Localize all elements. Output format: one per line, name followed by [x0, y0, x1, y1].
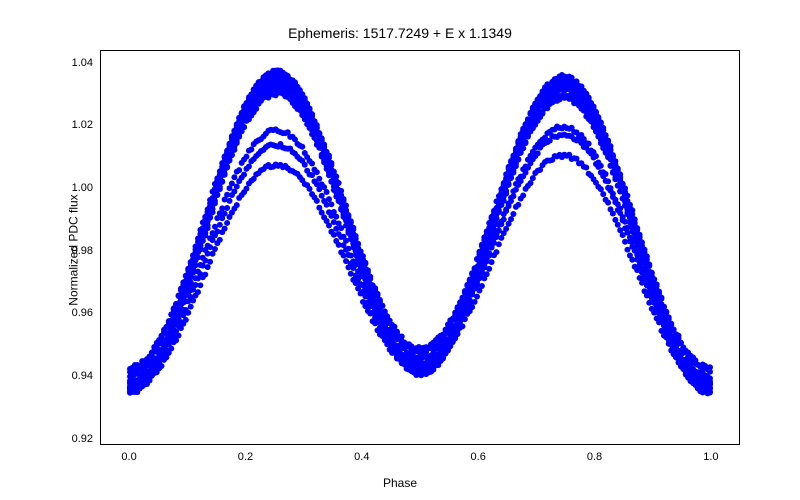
- x-tick-label: 1.0: [703, 451, 718, 463]
- y-tick-label: 0.96: [48, 307, 93, 319]
- y-tick-label: 1.02: [48, 119, 93, 131]
- scatter-points: [101, 51, 739, 444]
- y-tick-label: 1.04: [48, 57, 93, 69]
- x-tick-label: 0.8: [587, 451, 602, 463]
- y-tick-label: 0.98: [48, 245, 93, 257]
- x-tick-label: 0.4: [354, 451, 369, 463]
- chart-container: Ephemeris: 1517.7249 + E x 1.1349 Normal…: [0, 0, 800, 500]
- x-tick-label: 0.2: [238, 451, 253, 463]
- x-axis-label: Phase: [0, 476, 800, 490]
- y-tick-label: 0.92: [48, 433, 93, 445]
- y-tick-label: 0.94: [48, 370, 93, 382]
- plot-area: [100, 50, 740, 445]
- chart-title: Ephemeris: 1517.7249 + E x 1.1349: [0, 25, 800, 41]
- y-tick-label: 1.00: [48, 182, 93, 194]
- x-tick-label: 0.6: [471, 451, 486, 463]
- x-tick-label: 0.0: [121, 451, 136, 463]
